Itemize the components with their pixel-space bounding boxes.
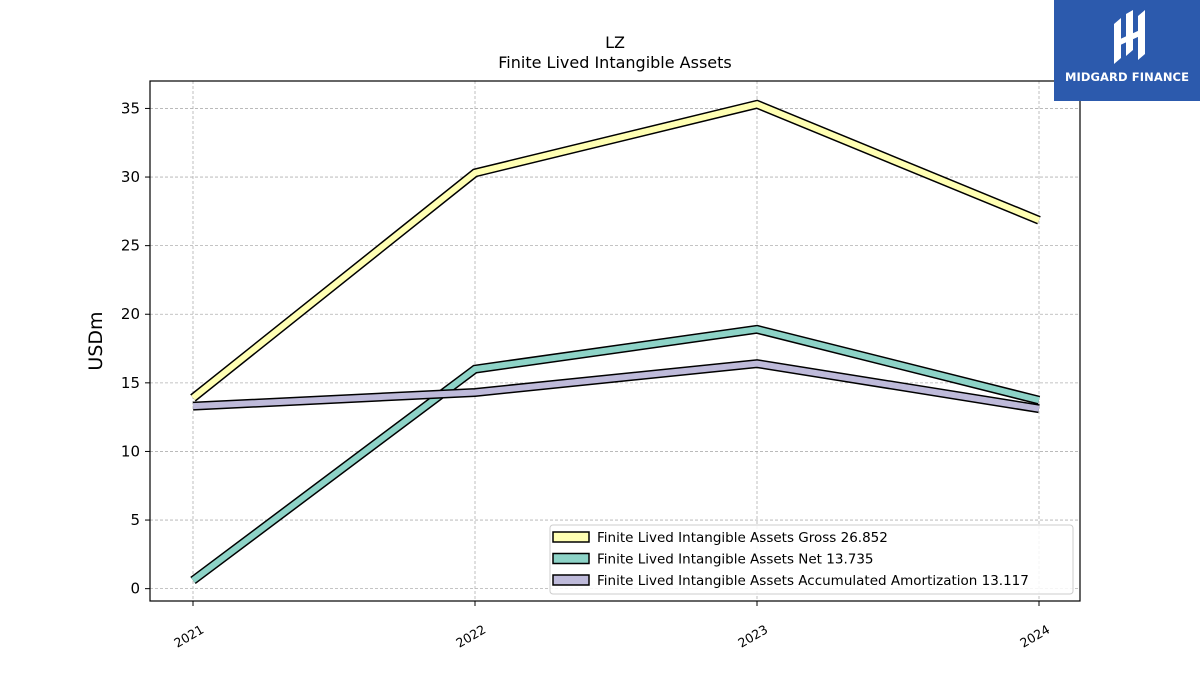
legend-swatch — [552, 574, 590, 586]
legend-label: Finite Lived Intangible Assets Accumulat… — [597, 573, 1029, 589]
y-tick-label: 20 — [121, 305, 140, 323]
y-tick-label: 5 — [130, 511, 140, 529]
y-tick-label: 15 — [121, 374, 140, 392]
y-tick-label: 0 — [130, 580, 140, 598]
plot-frame — [149, 80, 1081, 602]
legend-label: Finite Lived Intangible Assets Net 13.73… — [597, 552, 874, 568]
grid-lines — [150, 81, 1080, 601]
series-line-outline — [190, 99, 1041, 402]
legend-swatch — [552, 552, 590, 565]
y-axis-label: USDm — [85, 311, 107, 370]
x-tick-label: 2023 — [735, 622, 770, 651]
y-tick-label: 35 — [121, 99, 140, 117]
chart-subtitle: Finite Lived Intangible Assets — [498, 53, 731, 72]
x-tick-label: 2021 — [171, 622, 206, 651]
brand-logo: MIDGARD FINANCE — [1054, 0, 1200, 101]
series-layer — [190, 99, 1041, 585]
series-line — [191, 326, 1040, 583]
legend: Finite Lived Intangible Assets Gross 26.… — [549, 524, 1074, 595]
y-tick-label: 10 — [121, 442, 140, 460]
legend-swatch — [552, 531, 590, 543]
y-tick-label: 25 — [121, 237, 140, 255]
axes: 0 5 10 15 20 25 30 35 2021 2022 2023 2024 — [121, 99, 1052, 650]
brand-name: MIDGARD FINANCE — [1064, 70, 1190, 84]
legend-box — [549, 524, 1074, 595]
y-tick-label: 30 — [121, 168, 140, 186]
chart-title: LZ — [605, 33, 625, 52]
midgard-logo-icon — [1114, 10, 1145, 64]
legend-label: Finite Lived Intangible Assets Gross 26.… — [597, 530, 888, 546]
series-line — [191, 101, 1041, 401]
x-tick-label: 2024 — [1017, 622, 1052, 651]
x-tick-label: 2022 — [453, 622, 488, 651]
series-line — [192, 360, 1040, 412]
